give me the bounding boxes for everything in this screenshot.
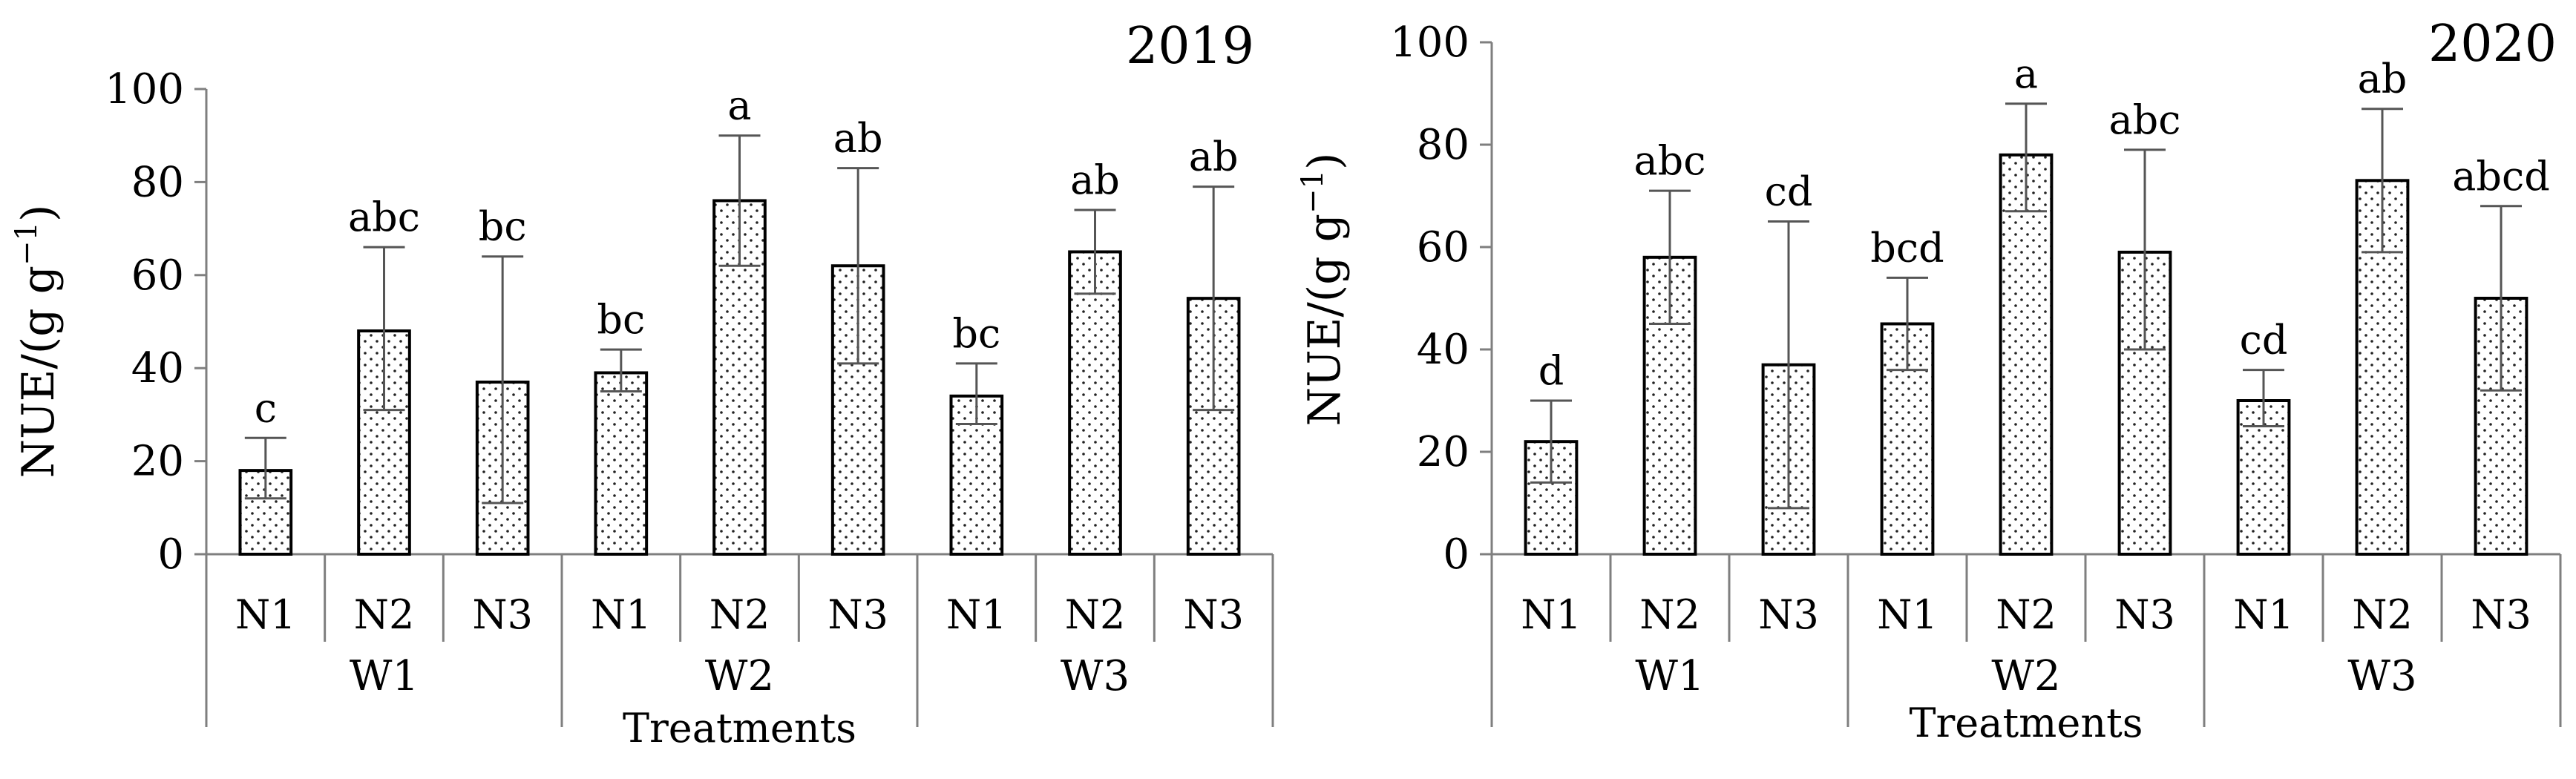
significance-letter: cd bbox=[2240, 317, 2288, 364]
y-tick-label: 80 bbox=[1417, 121, 1469, 169]
y-axis-title-sup: −1 bbox=[10, 222, 44, 266]
group-label: W2 bbox=[1991, 652, 2060, 700]
significance-letter: ab bbox=[1070, 157, 1120, 203]
panel-title: 2020 bbox=[2428, 15, 2557, 73]
category-label: N2 bbox=[1996, 591, 2056, 638]
category-label: N3 bbox=[1183, 591, 1244, 638]
category-label: N2 bbox=[354, 591, 415, 638]
category-label: N2 bbox=[2352, 591, 2413, 638]
group-label: W1 bbox=[1635, 652, 1704, 700]
category-label: N2 bbox=[709, 591, 770, 638]
significance-letter: abc bbox=[2108, 96, 2180, 143]
group-label: W2 bbox=[705, 652, 774, 700]
category-label: N2 bbox=[1065, 591, 1126, 638]
y-tick-label: 40 bbox=[131, 344, 184, 392]
chart-panel-2019: 0 20 40 60 80 100 c N1 abc N2 bc N3 bc N1 a N2 ab N3 bc N1 a… bbox=[10, 17, 1274, 752]
category-label: N3 bbox=[2114, 591, 2175, 638]
y-axis-title: NUE/(g g−1) bbox=[1296, 153, 1351, 427]
y-tick-label: 40 bbox=[1417, 326, 1469, 374]
y-tick-label: 60 bbox=[131, 252, 184, 300]
category-label: N2 bbox=[1639, 591, 1700, 638]
category-label: N3 bbox=[1758, 591, 1819, 638]
significance-letter: bc bbox=[479, 203, 527, 250]
y-axis-title-main: NUE/(g g bbox=[1299, 214, 1351, 426]
category-label: N1 bbox=[2233, 591, 2294, 638]
significance-letter: abc bbox=[348, 194, 420, 240]
y-tick-label: 20 bbox=[1417, 428, 1469, 476]
significance-letter: abcd bbox=[2452, 153, 2550, 200]
category-label: N1 bbox=[235, 591, 296, 638]
significance-letter: abc bbox=[1633, 137, 1705, 184]
category-label: N3 bbox=[2471, 591, 2531, 638]
bar bbox=[1068, 250, 1122, 556]
bar bbox=[1999, 153, 2054, 556]
y-tick-label: 100 bbox=[105, 65, 184, 114]
significance-letter: d bbox=[1538, 347, 1564, 394]
category-label: N3 bbox=[472, 591, 533, 638]
significance-letter: a bbox=[2014, 50, 2038, 97]
x-axis-title: Treatments bbox=[623, 705, 856, 752]
y-axis-title-main: NUE/(g g bbox=[13, 266, 65, 478]
category-label: N3 bbox=[827, 591, 888, 638]
y-axis-title-close: ) bbox=[13, 205, 65, 222]
y-axis-title-close: ) bbox=[1299, 153, 1351, 170]
panel-title: 2019 bbox=[1126, 17, 1254, 76]
significance-letter: bc bbox=[597, 296, 645, 343]
y-tick-label: 100 bbox=[1390, 19, 1469, 67]
significance-letter: bc bbox=[952, 310, 1000, 357]
group-label: W3 bbox=[2347, 652, 2416, 700]
y-tick-label: 0 bbox=[157, 530, 184, 579]
y-tick-label: 20 bbox=[131, 438, 184, 486]
category-label: N1 bbox=[1877, 591, 1938, 638]
y-tick-label: 0 bbox=[1443, 530, 1469, 579]
y-axis-title-sup: −1 bbox=[1296, 170, 1330, 214]
y-tick-label: 60 bbox=[1417, 223, 1469, 272]
bar bbox=[594, 371, 649, 556]
category-label: N1 bbox=[1521, 591, 1582, 638]
y-tick-label: 80 bbox=[131, 158, 184, 206]
x-axis-title: Treatments bbox=[1909, 700, 2143, 746]
significance-letter: bcd bbox=[1870, 224, 1944, 271]
group-label: W3 bbox=[1061, 652, 1130, 700]
chart-panel-2020: 0 20 40 60 80 100 d N1 abc N2 cd N3 bcd N1 a N2 abc N3 cd N… bbox=[1296, 15, 2562, 746]
significance-letter: a bbox=[727, 82, 751, 129]
category-label: N1 bbox=[591, 591, 652, 638]
significance-letter: ab bbox=[833, 115, 883, 162]
significance-letter: c bbox=[255, 384, 277, 431]
significance-letter: ab bbox=[2358, 56, 2408, 102]
category-label: N1 bbox=[946, 591, 1007, 638]
significance-letter: ab bbox=[1189, 134, 1239, 180]
group-label: W1 bbox=[350, 652, 419, 700]
y-axis-title: NUE/(g g−1) bbox=[10, 205, 65, 479]
significance-letter: cd bbox=[1765, 168, 1813, 215]
